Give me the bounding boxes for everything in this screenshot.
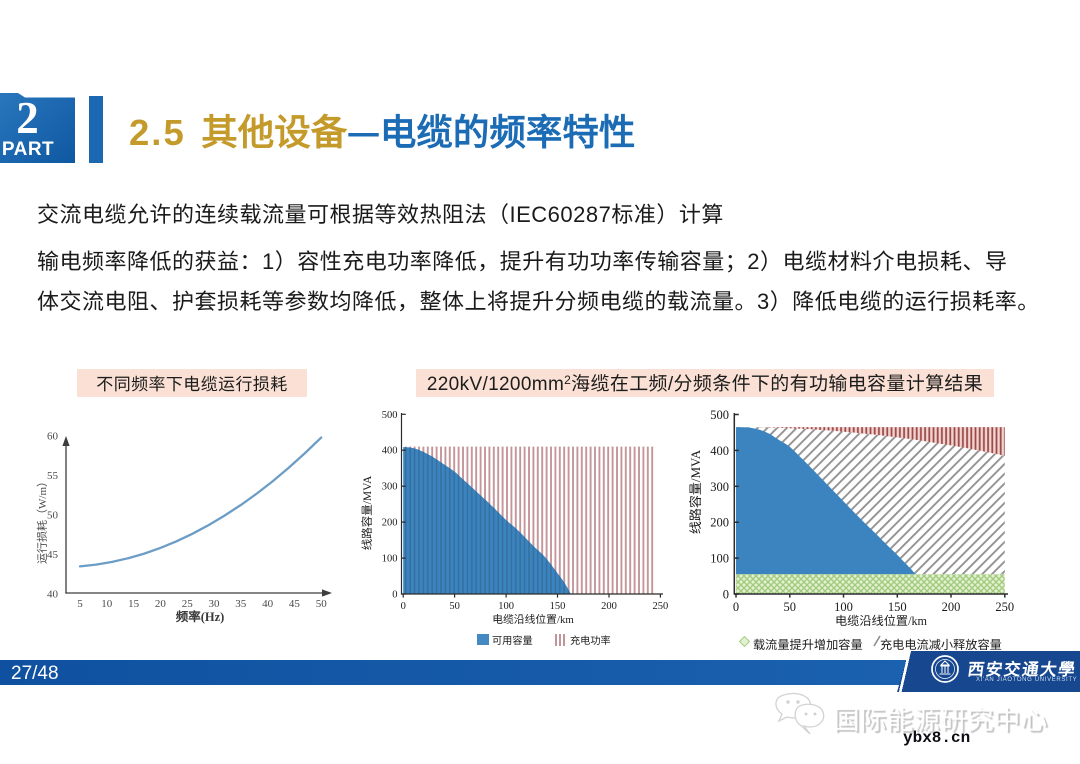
svg-text:100: 100 xyxy=(834,600,853,614)
svg-text:150: 150 xyxy=(550,601,566,612)
svg-text:频率(Hz): 频率(Hz) xyxy=(176,610,225,624)
svg-text:45: 45 xyxy=(47,549,59,561)
svg-text:300: 300 xyxy=(382,482,398,493)
svg-text:0: 0 xyxy=(401,601,406,612)
svg-text:15: 15 xyxy=(128,598,140,610)
svg-text:可用容量: 可用容量 xyxy=(492,635,533,647)
svg-text:45: 45 xyxy=(289,598,301,610)
svg-text:50: 50 xyxy=(316,598,328,610)
svg-text:400: 400 xyxy=(710,444,729,458)
svg-text:运行损耗（W/m）: 运行损耗（W/m） xyxy=(36,476,49,564)
svg-text:55: 55 xyxy=(47,470,59,482)
svg-text:30: 30 xyxy=(209,598,221,610)
svg-text:40: 40 xyxy=(262,598,274,610)
svg-text:0: 0 xyxy=(723,588,729,602)
svg-text:500: 500 xyxy=(382,410,398,421)
svg-text:200: 200 xyxy=(382,518,398,529)
svg-text:0: 0 xyxy=(733,600,739,614)
svg-text:25: 25 xyxy=(182,598,194,610)
svg-text:线路容量/MVA: 线路容量/MVA xyxy=(688,449,703,534)
svg-text:60: 60 xyxy=(47,431,59,443)
svg-text:400: 400 xyxy=(382,446,398,457)
svg-text:10: 10 xyxy=(101,598,113,610)
svg-text:100: 100 xyxy=(710,552,729,566)
svg-text:充电电流减小释放容量: 充电电流减小释放容量 xyxy=(880,638,1002,652)
svg-text:5: 5 xyxy=(77,598,83,610)
svg-text:100: 100 xyxy=(382,554,398,565)
svg-text:载流量提升增加容量: 载流量提升增加容量 xyxy=(753,638,863,652)
svg-text:电缆沿线位置/km: 电缆沿线位置/km xyxy=(835,614,928,628)
svg-text:50: 50 xyxy=(47,510,59,522)
svg-text:500: 500 xyxy=(710,408,729,422)
svg-text:200: 200 xyxy=(710,516,729,530)
svg-text:150: 150 xyxy=(888,600,907,614)
svg-text:0: 0 xyxy=(392,590,397,601)
svg-text:300: 300 xyxy=(710,480,729,494)
svg-text:50: 50 xyxy=(449,601,460,612)
svg-text:250: 250 xyxy=(653,601,669,612)
svg-text:35: 35 xyxy=(235,598,247,610)
svg-text:充电功率: 充电功率 xyxy=(570,635,611,647)
svg-text:50: 50 xyxy=(784,600,797,614)
svg-text:40: 40 xyxy=(47,589,59,601)
svg-text:线路容量/MVA: 线路容量/MVA xyxy=(361,475,374,550)
svg-text:200: 200 xyxy=(601,601,617,612)
svg-text:250: 250 xyxy=(995,600,1014,614)
svg-text:电缆沿线位置/km: 电缆沿线位置/km xyxy=(492,613,574,626)
svg-text:200: 200 xyxy=(942,600,961,614)
svg-text:100: 100 xyxy=(498,601,514,612)
svg-text:20: 20 xyxy=(155,598,167,610)
